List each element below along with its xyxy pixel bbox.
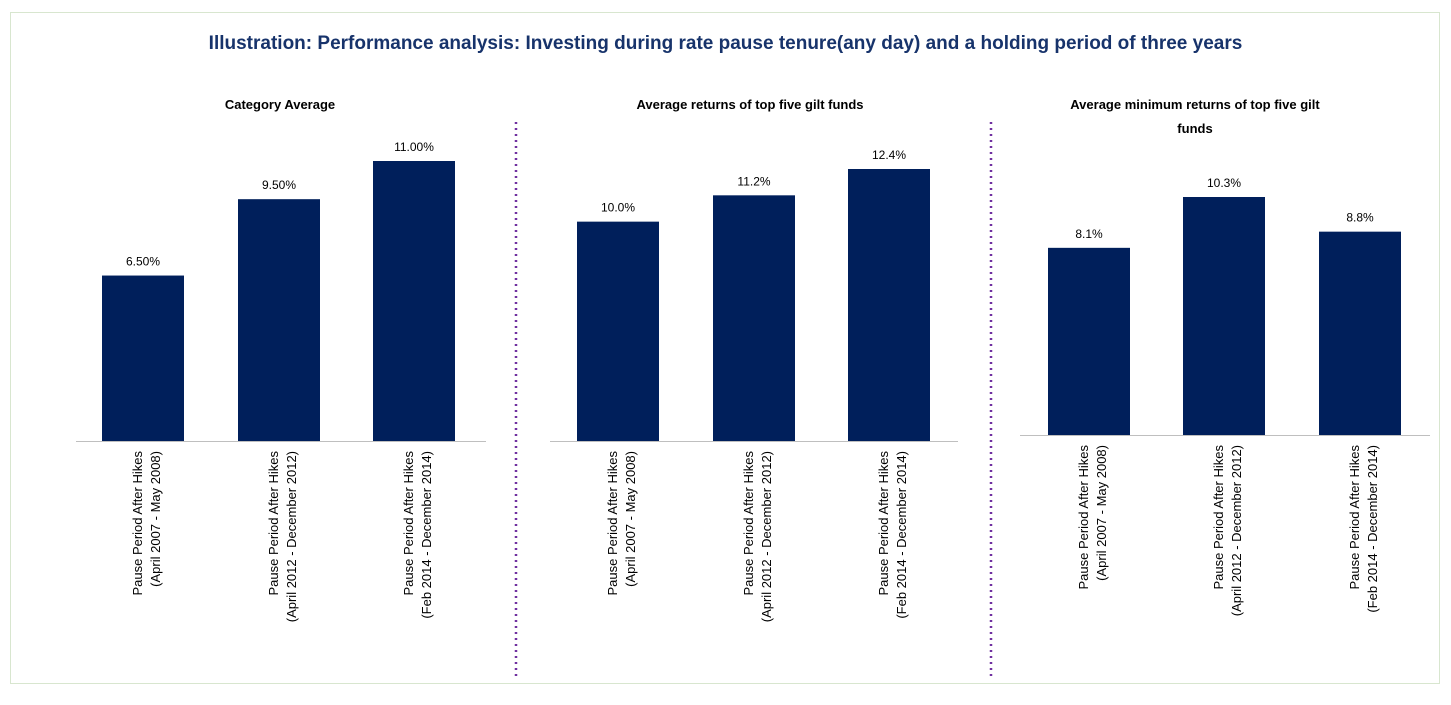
- bar-2: [713, 195, 795, 441]
- category-tick-line: Pause Period After Hikes: [401, 451, 416, 596]
- category-tick-line: Pause Period After Hikes: [130, 451, 145, 596]
- data-label-1: 8.1%: [1075, 227, 1103, 241]
- category-tick-line: Pause Period After Hikes: [605, 451, 620, 596]
- data-label-3: 8.8%: [1346, 211, 1374, 225]
- category-tick-line: (April 2007 - May 2008): [623, 451, 638, 587]
- category-tick-label-3: Pause Period After Hikes (Feb 2014 - Dece…: [401, 451, 434, 619]
- data-label-2: 9.50%: [262, 178, 296, 192]
- category-tick-label-1: Pause Period After Hikes (April 2007 - Ma…: [605, 451, 638, 596]
- category-tick-label-2: Pause Period After Hikes (April 2012 - De…: [1211, 445, 1244, 617]
- category-tick-line: (Feb 2014 - December 2014): [1365, 445, 1380, 613]
- bar-3: [373, 161, 455, 441]
- data-label-1: 6.50%: [126, 255, 160, 269]
- data-label-2: 11.2%: [737, 174, 770, 188]
- data-label-3: 11.00%: [394, 140, 434, 154]
- data-label-1: 10.0%: [601, 201, 635, 215]
- bar-2: [1183, 197, 1265, 435]
- bar-1: [102, 275, 184, 441]
- category-tick-line: (April 2007 - May 2008): [1094, 445, 1109, 581]
- category-tick-line: (April 2007 - May 2008): [148, 451, 163, 587]
- category-tick-label-2: Pause Period After Hikes (April 2012 - De…: [266, 451, 299, 623]
- category-tick-line: (April 2012 - December 2012): [1229, 445, 1244, 616]
- category-tick-line: Pause Period After Hikes: [266, 451, 281, 596]
- bar-1: [577, 221, 659, 441]
- category-tick-line: Pause Period After Hikes: [1211, 445, 1226, 590]
- category-tick-line: Pause Period After Hikes: [1076, 445, 1091, 590]
- category-tick-line: Pause Period After Hikes: [876, 451, 891, 596]
- data-label-3: 12.4%: [872, 148, 906, 162]
- category-tick-label-3: Pause Period After Hikes (Feb 2014 - Dece…: [1347, 445, 1380, 613]
- bar-1: [1048, 247, 1130, 435]
- panel-title-top-five-average: Average returns of top five gilt funds: [636, 97, 864, 112]
- main-title: Illustration: Performance analysis: Inve…: [208, 33, 1243, 54]
- category-tick-line: (Feb 2014 - December 2014): [894, 451, 909, 619]
- category-tick-label-2: Pause Period After Hikes (April 2012 - De…: [741, 451, 774, 623]
- category-tick-line: Pause Period After Hikes: [741, 451, 756, 596]
- category-tick-line: (April 2012 - December 2012): [759, 451, 774, 622]
- category-tick-line: Pause Period After Hikes: [1347, 445, 1362, 590]
- category-tick-line: (April 2012 - December 2012): [284, 451, 299, 622]
- category-tick-label-1: Pause Period After Hikes (April 2007 - Ma…: [130, 451, 163, 596]
- panel-title-category-average: Category Average: [224, 97, 336, 112]
- category-tick-label-3: Pause Period After Hikes (Feb 2014 - Dece…: [876, 451, 909, 619]
- bar-3: [1319, 231, 1401, 435]
- category-tick-label-1: Pause Period After Hikes (April 2007 - Ma…: [1076, 445, 1109, 590]
- bar-3: [848, 169, 930, 441]
- chart-frame: [10, 12, 1440, 684]
- bar-2: [238, 199, 320, 441]
- data-label-2: 10.3%: [1207, 176, 1241, 190]
- panel-title-top-five-minimum: Average minimum returns of top five gilt…: [1070, 97, 1320, 136]
- category-tick-line: (Feb 2014 - December 2014): [419, 451, 434, 619]
